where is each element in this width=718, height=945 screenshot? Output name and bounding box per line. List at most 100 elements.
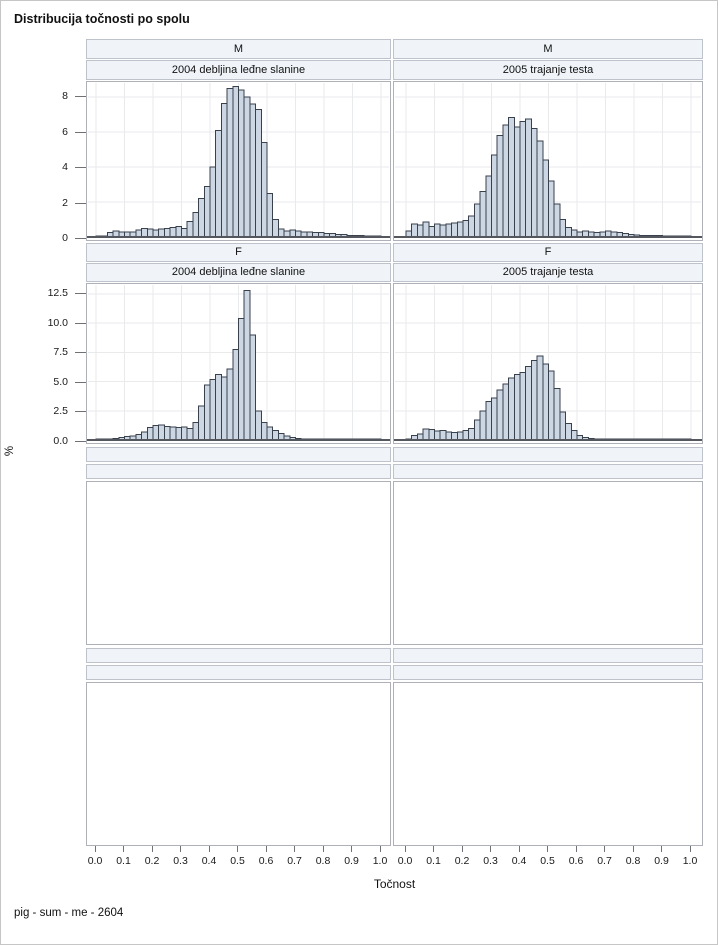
x-tick xyxy=(94,846,96,852)
histogram-bar xyxy=(175,226,183,238)
footer-note: pig - sum - me - 2604 xyxy=(14,907,124,919)
x-tick xyxy=(208,846,210,852)
panel-header-group-f-left: F xyxy=(86,243,391,262)
x-tick-label: 0.4 xyxy=(511,855,527,867)
y-tick xyxy=(75,411,86,413)
x-tick xyxy=(575,846,577,852)
histogram-bar xyxy=(485,400,493,441)
histogram-bar xyxy=(260,421,268,441)
x-tick-label: 0.3 xyxy=(173,855,188,867)
histogram-bar xyxy=(485,175,493,238)
histogram-bar xyxy=(192,421,200,441)
x-tick xyxy=(180,846,181,852)
histogram-panel-f-2005 xyxy=(393,283,703,444)
histogram-bar xyxy=(565,423,572,441)
y-tick xyxy=(75,293,86,295)
histogram-bar xyxy=(468,215,475,238)
histogram-bar xyxy=(548,370,555,441)
histogram-bar xyxy=(542,159,550,238)
y-tick-label: 4 xyxy=(62,161,68,174)
histogram-bar xyxy=(513,374,521,441)
empty-panel-header xyxy=(393,464,703,479)
histogram-bar xyxy=(192,212,200,238)
empty-panel xyxy=(86,481,391,645)
histogram-panel-m-2004 xyxy=(86,81,391,241)
histogram-bar xyxy=(232,348,240,441)
y-tick-label: 6 xyxy=(62,125,68,138)
histogram-bar xyxy=(238,89,245,238)
histogram-bar xyxy=(434,430,441,441)
histogram-bar xyxy=(536,355,544,441)
histogram-bar xyxy=(198,405,205,441)
histogram-bar xyxy=(163,426,171,441)
histogram-bar xyxy=(530,128,538,238)
histogram-bar xyxy=(175,427,183,441)
histogram-bar xyxy=(215,129,222,238)
histogram-bar xyxy=(163,227,171,238)
histogram-bar xyxy=(451,431,458,441)
histogram-bar xyxy=(525,118,532,238)
histogram-bar xyxy=(542,363,550,441)
histogram-bar xyxy=(553,388,561,441)
histogram-panel-f-2004 xyxy=(86,283,391,444)
y-tick-label: 12.5 xyxy=(47,287,68,300)
empty-panel-header xyxy=(393,648,703,663)
empty-panel-header xyxy=(86,665,391,680)
histogram-bar xyxy=(445,223,453,238)
empty-panel xyxy=(393,481,703,645)
panel-header-group-f-right: F xyxy=(393,243,703,262)
histogram-bar xyxy=(559,411,567,441)
y-tick-label: 8 xyxy=(62,90,68,103)
y-tick-label: 2 xyxy=(62,196,68,209)
histogram-bar xyxy=(169,226,177,238)
histogram-bar xyxy=(508,377,515,441)
panel-header-group-m-right: M xyxy=(393,39,703,59)
x-tick-label: 0.7 xyxy=(287,855,302,867)
panel-header-variable-label: 2004 debljina leđne slanine xyxy=(171,64,306,76)
histogram-bar xyxy=(203,185,211,238)
histogram-bar xyxy=(209,378,217,441)
histogram-bar xyxy=(186,427,194,441)
histogram-bar xyxy=(496,389,504,441)
x-tick-label: 0.9 xyxy=(654,855,669,867)
x-tick xyxy=(547,846,548,852)
y-tick xyxy=(75,131,86,133)
empty-panel-header xyxy=(86,464,391,479)
x-tick xyxy=(151,846,153,852)
x-tick xyxy=(123,846,124,852)
x-tick xyxy=(661,846,662,852)
y-tick xyxy=(75,322,86,324)
x-tick-label: 1.0 xyxy=(372,855,388,867)
x-tick-label: 0.5 xyxy=(540,855,555,867)
histogram-bar xyxy=(502,124,510,238)
histogram-bar xyxy=(456,431,464,441)
x-tick xyxy=(294,846,295,852)
histogram-bar xyxy=(272,430,279,441)
y-tick-label: 5.0 xyxy=(53,375,68,388)
x-tick xyxy=(461,846,463,852)
y-tick xyxy=(75,352,86,354)
histogram-bar xyxy=(548,180,555,238)
histogram-bar xyxy=(508,116,515,238)
x-tick-label: 1.0 xyxy=(682,855,698,867)
histogram-bar xyxy=(445,431,453,441)
histogram-bar xyxy=(277,228,285,238)
histogram-panel-m-2005 xyxy=(393,81,703,241)
x-tick-label: 0.2 xyxy=(144,855,160,867)
histogram-bar xyxy=(181,426,188,441)
y-tick xyxy=(75,381,86,383)
x-tick xyxy=(237,846,238,852)
histogram-bar xyxy=(479,191,487,238)
histogram-bar xyxy=(462,430,470,441)
histogram-bar xyxy=(491,154,498,238)
x-tick xyxy=(351,846,352,852)
histogram-bar xyxy=(473,419,481,441)
x-tick xyxy=(404,846,406,852)
x-tick-label: 0.8 xyxy=(625,855,641,867)
histogram-bar xyxy=(519,371,527,441)
panel-header-variable-2005-f: 2005 trajanje testa xyxy=(393,263,703,282)
x-tick-label: 0.7 xyxy=(597,855,612,867)
histogram-bar xyxy=(266,192,274,238)
panel-header-variable-label: 2004 debljina leđne slanine xyxy=(171,266,306,278)
panel-header-group-label: M xyxy=(233,43,244,55)
